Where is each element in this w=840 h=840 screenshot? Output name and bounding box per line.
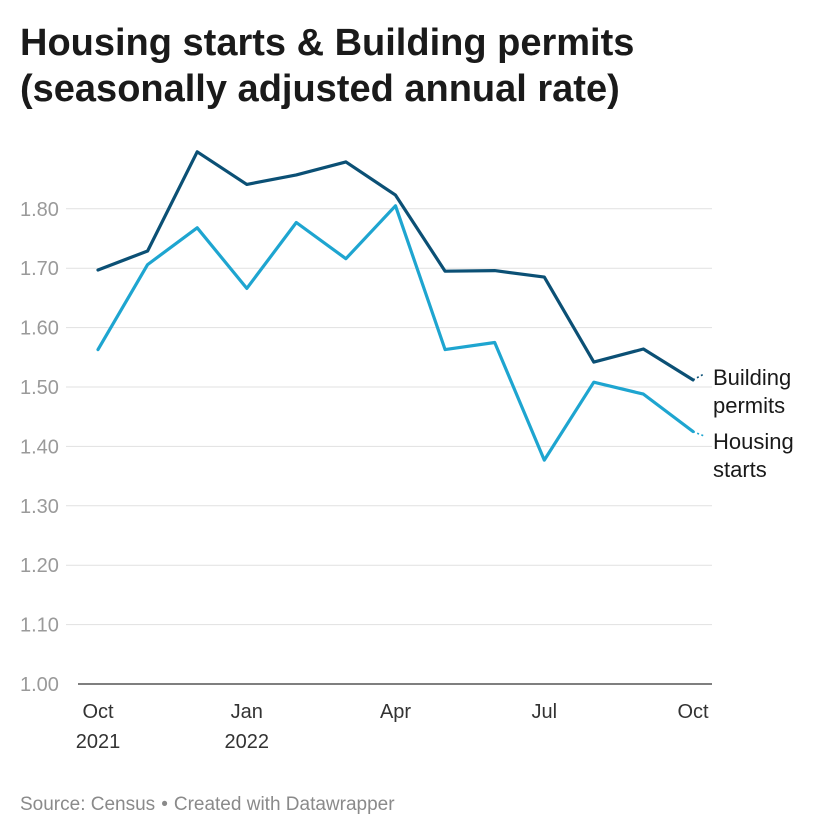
series-label-housing-starts: starts (713, 457, 767, 482)
y-tick-label: 1.10 (20, 615, 59, 637)
x-tick-label: Oct (82, 701, 114, 723)
y-tick-label: 1.60 (20, 318, 59, 340)
x-tick-label: Oct (677, 701, 709, 723)
label-leader-building-permits (692, 373, 705, 381)
series-label-building-permits: permits (713, 393, 785, 418)
label-leader-housing-starts (692, 430, 705, 437)
credit-note: Created with Datawrapper (173, 794, 395, 815)
source-note: Source: Census (20, 794, 156, 815)
y-tick-label: 1.40 (20, 436, 59, 458)
x-tick-label: Jan (231, 701, 263, 723)
y-tick-label: 1.50 (20, 377, 59, 399)
chart-title: Housing starts & Building permits (seaso… (20, 22, 635, 110)
y-tick-label: 1.20 (20, 555, 59, 577)
x-tick-label: Apr (380, 701, 411, 723)
y-tick-label: 1.30 (20, 496, 59, 518)
series-label-building-permits: Building (713, 365, 791, 390)
x-tick-year-label: 2021 (76, 731, 121, 753)
series-labels: Building permits Housing starts (692, 365, 794, 482)
x-axis-tick-labels: Oct 2021 Jan 2022 Apr Jul Oct (76, 701, 709, 753)
y-tick-label: 1.70 (20, 258, 59, 280)
series-line-housing-starts (96, 204, 695, 462)
footer-separator: • (161, 794, 168, 815)
series-lines (96, 150, 695, 462)
y-tick-label: 1.80 (20, 199, 59, 221)
series-line-building-permits (96, 150, 695, 382)
chart-footer: Source: Census • Created with Datawrapper (20, 794, 395, 816)
gridlines (66, 208, 712, 685)
x-tick-year-label: 2022 (225, 731, 270, 753)
series-label-housing-starts: Housing (713, 429, 794, 454)
y-axis-tick-labels: 1.00 1.10 1.20 1.30 1.40 1.50 1.60 1.70 1.80 (20, 199, 59, 696)
x-tick-label: Jul (531, 701, 557, 723)
y-tick-label: 1.00 (20, 674, 59, 696)
